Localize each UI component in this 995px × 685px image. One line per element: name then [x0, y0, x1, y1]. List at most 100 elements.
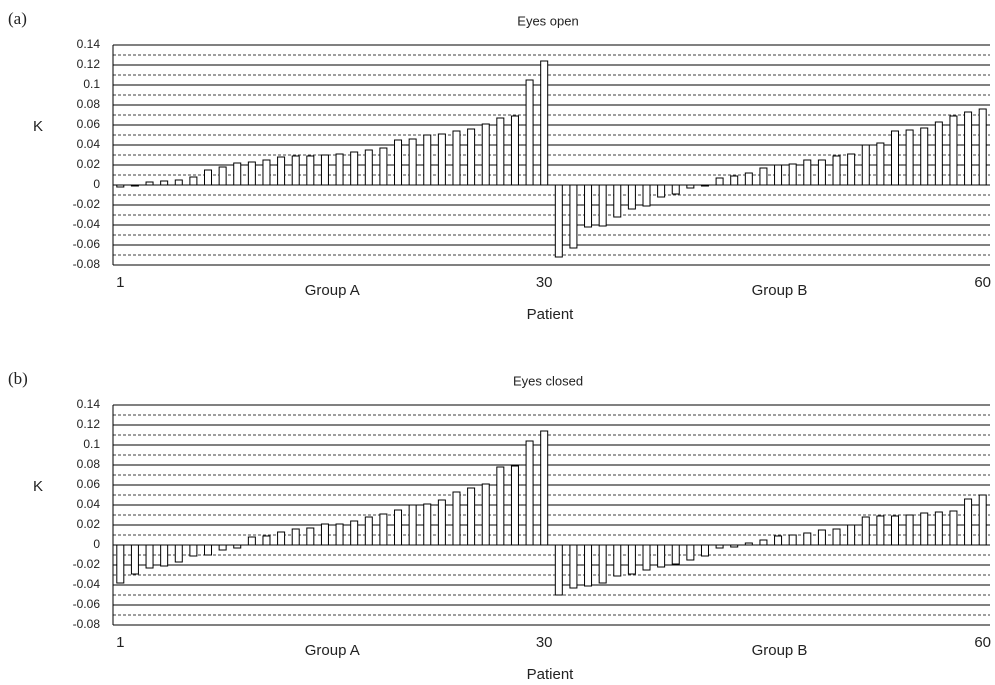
bar: [204, 544, 213, 556]
x-tick-label: 1: [116, 634, 124, 651]
bar: [320, 154, 329, 186]
bar: [978, 494, 987, 546]
bar: [642, 184, 651, 207]
bar: [700, 544, 709, 557]
y-tick-label: 0.02: [77, 517, 101, 531]
y-tick-label: 0: [93, 537, 100, 551]
bar: [496, 117, 505, 186]
bar: [744, 542, 753, 546]
y-tick-label: -0.06: [73, 237, 101, 251]
bar: [481, 483, 490, 546]
bar: [218, 544, 227, 551]
y-tick-label: 0.08: [77, 457, 101, 471]
bar: [934, 121, 943, 186]
bar: [306, 155, 315, 186]
bar: [481, 123, 490, 186]
y-tick-label: -0.08: [73, 617, 101, 631]
y-axis-label: K: [33, 118, 43, 135]
bar: [277, 531, 286, 546]
bar: [803, 159, 812, 186]
y-tick-label: 0.04: [77, 497, 101, 511]
bar: [291, 155, 300, 186]
bar: [876, 142, 885, 186]
bar: [832, 528, 841, 546]
bar: [174, 179, 183, 186]
bar: [510, 465, 519, 546]
y-tick-label: 0.1: [83, 437, 100, 451]
bar: [686, 544, 695, 561]
bar: [467, 128, 476, 186]
bar: [540, 430, 549, 546]
y-tick-label: 0.12: [77, 57, 101, 71]
bar: [803, 532, 812, 546]
y-tick-label: -0.04: [73, 217, 101, 231]
bar: [978, 108, 987, 186]
bar: [364, 149, 373, 186]
bar: [130, 184, 139, 187]
bar: [715, 177, 724, 186]
bar: [525, 440, 534, 546]
bar: [569, 184, 578, 249]
bar: [964, 498, 973, 546]
bar: [964, 111, 973, 186]
bar: [920, 512, 929, 546]
bar: [525, 79, 534, 186]
y-tick-label: 0.04: [77, 137, 101, 151]
bar: [584, 184, 593, 228]
bar: [452, 491, 461, 546]
bar: [613, 184, 622, 218]
bar: [233, 544, 242, 549]
x-tick-label: 30: [536, 274, 553, 291]
group-label: Group B: [752, 282, 808, 299]
bar: [116, 544, 125, 584]
bar: [394, 139, 403, 186]
bar: [861, 516, 870, 546]
bar: [262, 535, 271, 546]
bar: [759, 539, 768, 546]
bar: [934, 511, 943, 546]
bar: [890, 515, 899, 546]
bar: [277, 156, 286, 186]
bar: [394, 509, 403, 546]
bar: [715, 544, 724, 549]
bar: [130, 544, 139, 575]
bar: [335, 153, 344, 186]
y-axis-label: K: [33, 478, 43, 495]
bar: [905, 129, 914, 186]
x-tick-label: 30: [536, 634, 553, 651]
group-label: Group B: [752, 642, 808, 659]
bar: [174, 544, 183, 563]
bar: [291, 528, 300, 546]
y-tick-label: -0.02: [73, 557, 101, 571]
bar: [452, 130, 461, 186]
y-tick-label: 0.06: [77, 477, 101, 491]
x-tick-label: 60: [974, 634, 991, 651]
bar: [584, 544, 593, 587]
bar: [218, 166, 227, 186]
x-tick-label: 60: [974, 274, 991, 291]
bar: [437, 133, 446, 186]
y-tick-label: 0.02: [77, 157, 101, 171]
bar: [642, 544, 651, 571]
bar: [247, 161, 256, 186]
bar: [569, 544, 578, 589]
bar: [247, 536, 256, 546]
bar: [540, 60, 549, 186]
bar: [817, 529, 826, 546]
y-tick-label: -0.02: [73, 197, 101, 211]
bar: [350, 520, 359, 546]
bar: [788, 163, 797, 186]
bar: [627, 544, 636, 575]
bar: [335, 523, 344, 546]
y-tick-label: 0.12: [77, 417, 101, 431]
bar: [510, 115, 519, 186]
bar: [423, 503, 432, 546]
bar: [364, 516, 373, 546]
bar: [233, 162, 242, 186]
bar: [700, 184, 709, 187]
bar: [730, 175, 739, 186]
bar: [437, 499, 446, 546]
bar: [350, 151, 359, 186]
bar: [949, 510, 958, 546]
